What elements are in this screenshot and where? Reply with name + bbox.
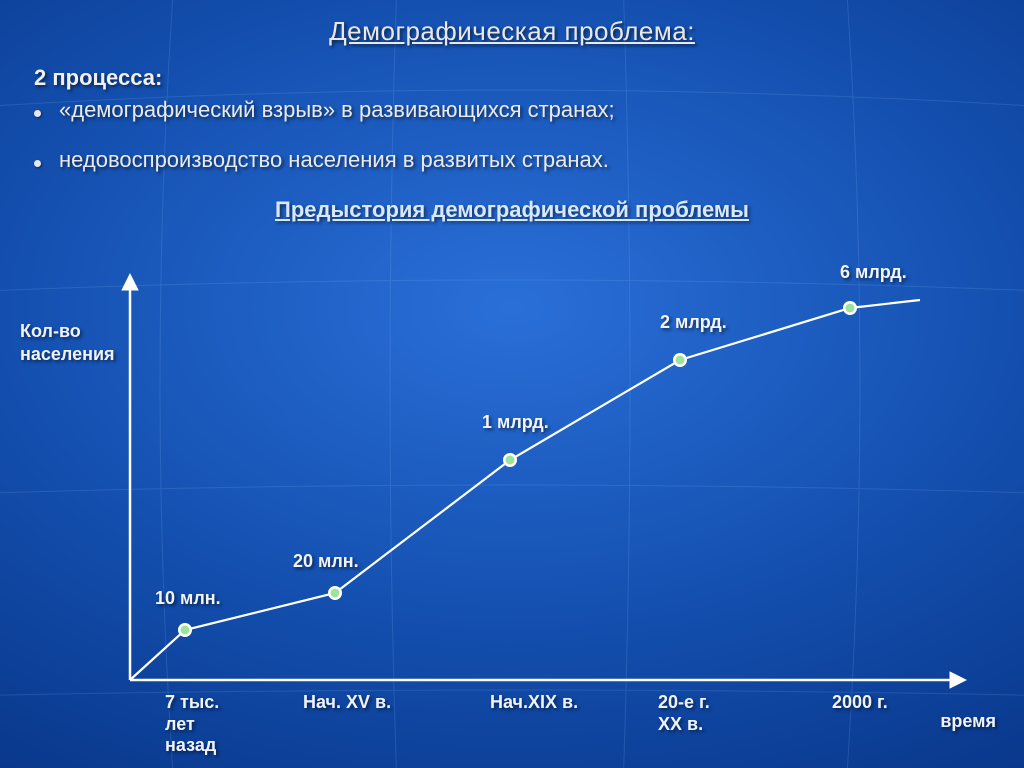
list-item: «демографический взрыв» в развивающихся …	[34, 97, 1024, 123]
slide: Демографическая проблема: 2 процесса: «д…	[0, 0, 1024, 768]
bullet-text: недовоспроизводство населения в развитых…	[59, 147, 609, 173]
bullet-icon	[34, 160, 41, 167]
data-point-label: 1 млрд.	[482, 412, 549, 433]
slide-title: Демографическая проблема:	[0, 16, 1024, 47]
bullet-list: «демографический взрыв» в развивающихся …	[34, 97, 1024, 173]
x-tick-label: Нач. XV в.	[303, 692, 391, 714]
x-tick-label: 20-е г. XX в.	[658, 692, 710, 735]
chart-svg	[90, 260, 1000, 730]
x-tick-label: 2000 г.	[832, 692, 888, 714]
list-item: недовоспроизводство населения в развитых…	[34, 147, 1024, 173]
data-point-label: 6 млрд.	[840, 262, 907, 283]
chart-title: Предыстория демографической проблемы	[0, 197, 1024, 223]
data-point-label: 2 млрд.	[660, 312, 727, 333]
x-tick-label: Нач.XIX в.	[490, 692, 578, 714]
data-point-label: 10 млн.	[155, 588, 221, 609]
data-point-label: 20 млн.	[293, 551, 359, 572]
x-tick-label: 7 тыс. лет назад	[165, 692, 219, 757]
bullet-text: «демографический взрыв» в развивающихся …	[59, 97, 615, 123]
chart-area: Кол-во населения время 10 млн.7 тыс. лет…	[0, 260, 1024, 768]
bullet-icon	[34, 110, 41, 117]
processes-heading: 2 процесса:	[34, 65, 1024, 91]
